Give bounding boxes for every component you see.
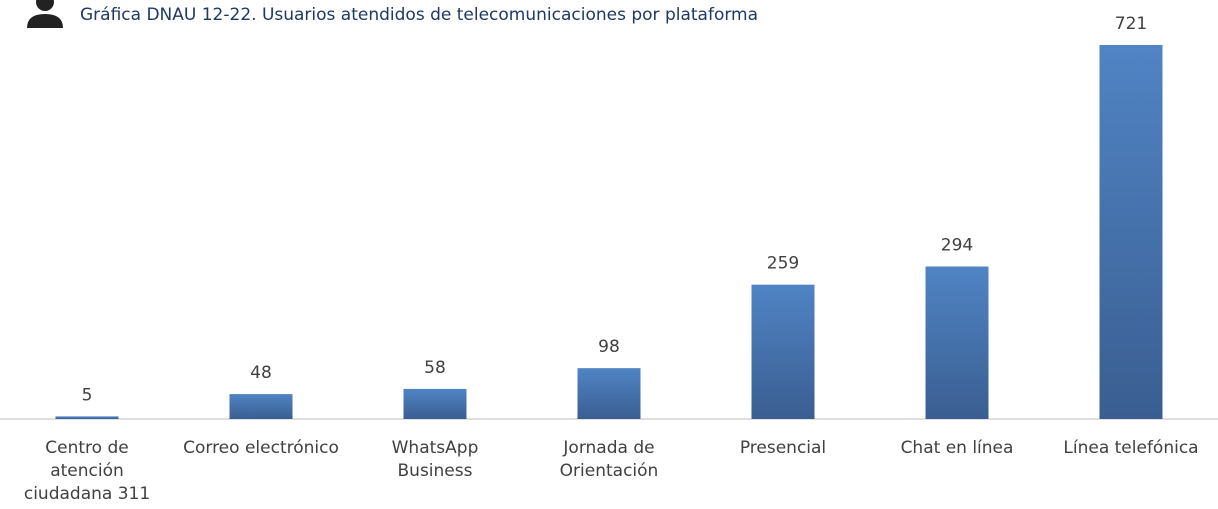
bar: [577, 368, 641, 419]
x-tick-label: Centro de atención ciudadana 311: [24, 438, 150, 504]
data-label: 58: [424, 358, 446, 378]
data-label: 259: [767, 254, 799, 274]
x-tick-label: Correo electrónico: [183, 438, 339, 458]
data-label: 294: [941, 235, 973, 255]
bar: [229, 394, 293, 419]
bar: [403, 388, 467, 419]
x-tick-label: Jornada de Orientación: [560, 438, 659, 481]
data-label: 98: [598, 337, 620, 357]
x-tick-label: WhatsApp Business: [392, 438, 479, 481]
data-label: 5: [82, 385, 93, 405]
data-label: 721: [1115, 14, 1147, 34]
icon: [27, 0, 63, 28]
x-tick-label: Presencial: [740, 438, 826, 458]
chart-title: Gráfica DNAU 12-22. Usuarios atendidos d…: [80, 5, 758, 25]
bar: [55, 416, 119, 419]
data-label: 48: [250, 363, 272, 383]
bar: [925, 266, 989, 419]
x-tick-label: Línea telefónica: [1063, 438, 1198, 458]
bar: [751, 284, 815, 419]
bar: [1099, 45, 1163, 419]
x-tick-label: Chat en línea: [901, 438, 1014, 458]
